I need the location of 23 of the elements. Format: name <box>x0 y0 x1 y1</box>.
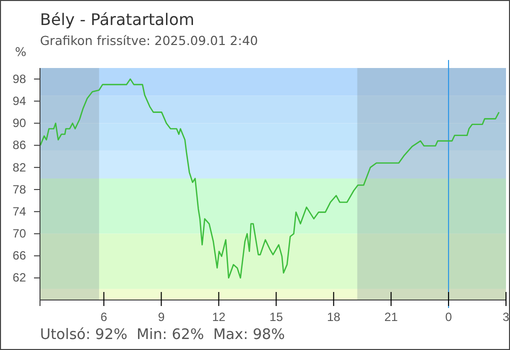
x-tick-label: 12 <box>212 310 226 324</box>
chart-subtitle: Grafikon frissítve: 2025.09.01 2:40 <box>40 33 258 48</box>
y-tick-label: 86 <box>12 138 26 152</box>
y-axis-title: % <box>15 45 26 59</box>
x-tick-label: 6 <box>100 310 108 324</box>
y-tick-label: 98 <box>12 72 26 86</box>
y-tick-label: 74 <box>12 204 26 218</box>
y-tick-label: 94 <box>12 94 26 108</box>
x-tick-label: 0 <box>445 310 452 324</box>
y-tick-label: 90 <box>12 116 26 130</box>
x-tick-label: 3 <box>502 310 510 324</box>
x-tick-label: 15 <box>270 310 284 324</box>
x-tick-label: 9 <box>158 310 165 324</box>
y-tick-label: 66 <box>12 248 26 263</box>
line-series <box>40 78 500 279</box>
text: Utolsó: 92% Min: 62% Max: 98% <box>40 327 285 343</box>
chart-title: Bély - Páratartalom <box>40 10 194 29</box>
y-tick-label: 62 <box>12 270 26 285</box>
y-tick-label: 70 <box>12 226 26 241</box>
y-tick-label: 82 <box>12 160 26 174</box>
x-tick-label: 21 <box>384 310 398 324</box>
x-tick-label: 18 <box>326 310 341 324</box>
y-tick-label: 78 <box>12 182 26 196</box>
